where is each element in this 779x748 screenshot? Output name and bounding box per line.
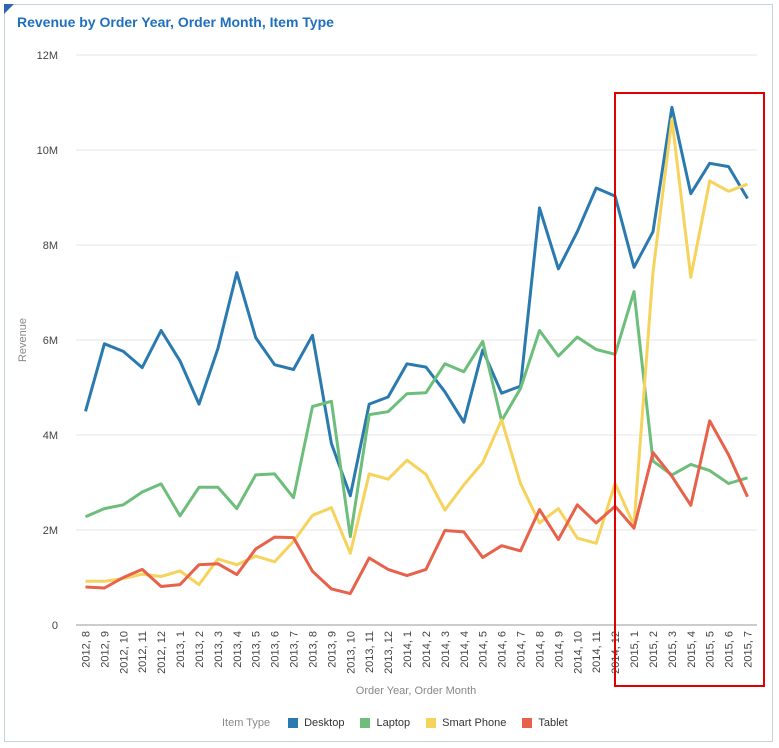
- x-tick-label: 2014, 8: [534, 631, 546, 668]
- x-tick-label: 2013, 2: [194, 631, 206, 668]
- legend-swatch: [288, 718, 299, 728]
- x-tick-label: 2013, 12: [383, 631, 395, 674]
- x-tick-label: 2013, 1: [175, 631, 187, 668]
- series-line-desktop[interactable]: [84, 105, 749, 498]
- x-tick-label: 2014, 10: [572, 631, 584, 674]
- legend-swatch: [360, 718, 371, 728]
- legend-label: Laptop: [376, 717, 411, 729]
- x-tick-label: 2012, 12: [156, 631, 168, 674]
- x-tick-label: 2014, 7: [516, 631, 528, 668]
- legend-swatch: [426, 718, 437, 728]
- x-tick-label: 2014, 9: [553, 631, 565, 668]
- series-lines: [84, 105, 749, 596]
- y-tick-label: 12M: [37, 50, 58, 62]
- legend-item-smart-phone[interactable]: Smart Phone: [426, 717, 506, 729]
- x-tick-label: 2014, 4: [459, 631, 471, 668]
- x-tick-label: 2015, 5: [705, 631, 717, 668]
- legend-item-desktop[interactable]: Desktop: [288, 717, 344, 729]
- x-tick-label: 2013, 10: [345, 631, 357, 674]
- x-tick-label: 2014, 5: [478, 631, 490, 668]
- legend-label: Tablet: [538, 717, 568, 729]
- chart-title: Revenue by Order Year, Order Month, Item…: [17, 14, 334, 30]
- legend-title: Item Type: [222, 717, 271, 729]
- x-tick-label: 2014, 11: [591, 631, 603, 673]
- x-tick-label: 2013, 4: [232, 631, 244, 668]
- y-tick-label: 6M: [43, 335, 58, 347]
- x-tick-label: 2013, 8: [307, 631, 319, 668]
- x-tick-label: 2013, 5: [251, 631, 263, 668]
- x-tick-label: 2012, 8: [80, 631, 92, 668]
- y-axis-label: Revenue: [17, 318, 29, 362]
- x-axis-ticks: 2012, 8 2012, 9 2012, 10 2012, 11 2012, 12 20…: [80, 631, 754, 674]
- y-tick-label: 10M: [37, 145, 58, 157]
- x-tick-label: 2014, 3: [440, 631, 452, 668]
- legend-item-laptop[interactable]: Laptop: [360, 717, 410, 729]
- x-tick-label: 2013, 3: [213, 631, 225, 668]
- x-tick-label: 2015, 4: [686, 631, 698, 668]
- highlight-box: [614, 92, 765, 687]
- y-tick-label: 0: [52, 620, 58, 632]
- y-tick-label: 4M: [43, 430, 58, 442]
- x-tick-label: 2013, 6: [270, 631, 282, 668]
- x-tick-label: 2015, 1: [629, 631, 641, 668]
- legend-swatch: [522, 718, 533, 728]
- legend: Item Type Desktop Laptop Smart Phone Tablet: [222, 716, 584, 730]
- x-tick-label: 2012, 11: [137, 631, 149, 673]
- x-tick-label: 2014, 6: [497, 631, 509, 668]
- x-tick-label: 2012, 9: [99, 631, 111, 668]
- series-line-smart-phone[interactable]: [85, 117, 749, 587]
- x-tick-label: 2015, 6: [724, 631, 736, 668]
- legend-label: Desktop: [304, 717, 345, 729]
- y-tick-label: 2M: [43, 525, 58, 537]
- x-tick-label: 2012, 10: [118, 631, 130, 674]
- x-tick-label: 2014, 12: [610, 631, 622, 674]
- x-tick-label: 2014, 2: [421, 631, 433, 668]
- series-line-tablet[interactable]: [85, 419, 749, 596]
- x-tick-label: 2014, 1: [402, 631, 414, 668]
- x-axis-label: Order Year, Order Month: [356, 685, 476, 697]
- x-tick-label: 2013, 7: [289, 631, 301, 668]
- legend-item-tablet[interactable]: Tablet: [522, 717, 568, 729]
- x-tick-label: 2015, 7: [743, 631, 755, 668]
- x-tick-label: 2015, 3: [667, 631, 679, 668]
- y-tick-label: 8M: [43, 240, 58, 252]
- legend-label: Smart Phone: [442, 717, 507, 729]
- y-axis-ticks: 0 2M 4M 6M 8M 10M 12M: [37, 50, 58, 632]
- x-tick-label: 2015, 2: [648, 631, 660, 668]
- panel-corner-marker: [4, 4, 14, 14]
- series-line-laptop[interactable]: [84, 290, 748, 539]
- grid-lines: [76, 54, 757, 626]
- x-tick-label: 2013, 11: [364, 631, 376, 673]
- x-tick-label: 2013, 9: [326, 631, 338, 668]
